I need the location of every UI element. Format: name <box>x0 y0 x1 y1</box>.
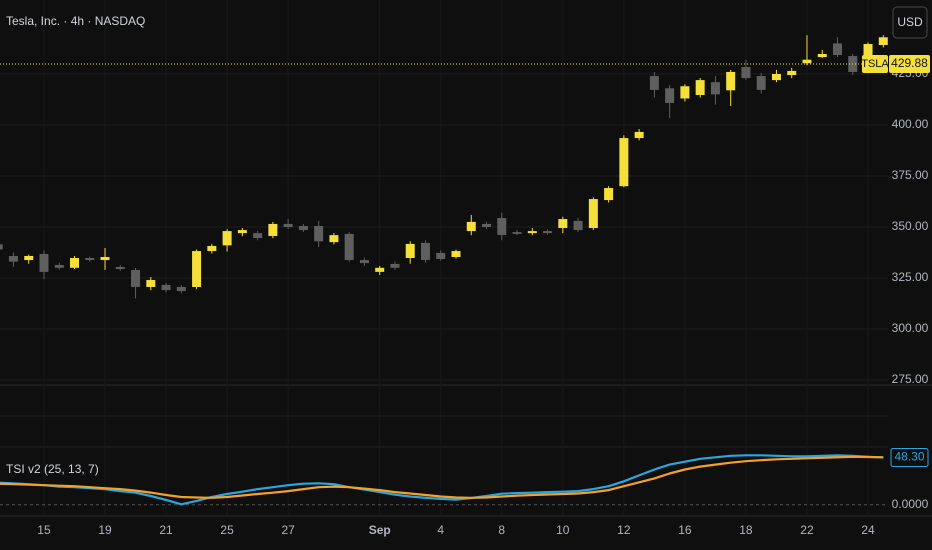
x-tick-label: 16 <box>678 523 692 537</box>
x-tick-label: Sep <box>369 523 391 537</box>
y-tick-label: 300.00 <box>892 321 929 335</box>
candle-body <box>604 188 614 201</box>
candle-body <box>451 251 461 257</box>
candle-body <box>131 270 141 287</box>
candle-body <box>115 266 125 270</box>
ticker-box <box>862 55 888 74</box>
x-tick-label: 27 <box>281 523 295 537</box>
candle-body <box>695 80 705 96</box>
candle-body <box>573 220 583 231</box>
candle-body <box>390 263 400 268</box>
x-tick-label: 22 <box>800 523 814 537</box>
ticker-label: TSLA <box>861 58 889 70</box>
candle-body <box>878 37 888 46</box>
candle-body <box>253 233 263 239</box>
x-tick-label: 19 <box>98 523 112 537</box>
x-tick-label: 25 <box>220 523 234 537</box>
candle-body <box>649 76 659 90</box>
y-tick-label: 375.00 <box>892 168 929 182</box>
candle-body <box>39 253 49 272</box>
candle-body <box>70 258 79 268</box>
x-tick-label: 15 <box>37 523 51 537</box>
candle-body <box>375 267 385 272</box>
candle-body <box>756 76 766 90</box>
candle-body <box>176 286 186 292</box>
candle-body <box>665 88 675 103</box>
candle-body <box>833 43 842 56</box>
candle-body <box>268 223 278 236</box>
candle-body <box>802 59 812 64</box>
x-tick-label: 4 <box>437 523 444 537</box>
candle-body <box>543 231 553 234</box>
candle-body <box>726 71 736 91</box>
currency-label: USD <box>897 15 923 29</box>
candle-body <box>222 231 232 246</box>
candle-body <box>344 233 354 261</box>
candle-body <box>100 256 110 261</box>
last-price-box <box>889 55 930 74</box>
candle-body <box>482 223 492 227</box>
x-tick-label: 8 <box>498 523 505 537</box>
y-tick-label: 0.0000 <box>892 497 929 511</box>
candle-body <box>817 54 827 58</box>
candle-body <box>359 260 369 264</box>
candle-body <box>588 199 598 229</box>
candle-body <box>741 67 751 79</box>
x-tick-label: 18 <box>739 523 753 537</box>
y-tick-label: 350.00 <box>892 219 929 233</box>
candle-body <box>680 86 690 99</box>
last-value-box <box>890 448 929 468</box>
candle-body <box>527 231 537 234</box>
x-tick-label: 10 <box>556 523 570 537</box>
y-tick-label: 325.00 <box>892 270 929 284</box>
candle-body <box>634 131 644 139</box>
candle-body <box>207 245 217 252</box>
candle-body <box>8 255 18 262</box>
candle-body <box>192 251 202 287</box>
candle-body <box>54 264 64 268</box>
y-tick-label: 400.00 <box>892 117 929 131</box>
candle-body <box>512 232 522 234</box>
candle-body <box>237 230 247 234</box>
indicator-title: TSI v2 (25, 13, 7) <box>6 462 99 476</box>
candle-body <box>146 280 156 287</box>
candle-body <box>85 258 95 261</box>
candle-body <box>405 243 415 259</box>
overlay: 275.00300.00325.00350.00375.00400.00425.… <box>37 55 930 537</box>
indicator-line <box>0 455 884 499</box>
candle-body <box>0 244 3 250</box>
x-tick-label: 24 <box>861 523 875 537</box>
chart-title: Tesla, Inc. · 4h · NASDAQ <box>6 14 145 28</box>
candle-body <box>466 221 476 232</box>
indicator-line <box>0 454 884 506</box>
candle-body <box>558 219 568 229</box>
candle-body <box>787 70 797 76</box>
candle-body <box>771 73 781 81</box>
candle-body <box>436 252 446 260</box>
candle-body <box>329 235 339 243</box>
candle-body <box>314 225 324 242</box>
last-value-label: 48.30 <box>894 450 924 464</box>
candle-body <box>619 138 629 187</box>
candle-body <box>710 82 720 95</box>
candle-body <box>283 223 293 227</box>
candle-body <box>497 218 507 235</box>
last-price-label: 429.88 <box>891 56 928 70</box>
y-tick-label: 275.00 <box>892 372 929 386</box>
candle-body <box>298 225 308 231</box>
x-tick-label: 21 <box>159 523 173 537</box>
currency-button[interactable] <box>892 6 928 39</box>
candle-body <box>161 284 171 291</box>
candle-body <box>24 255 34 261</box>
candle-body <box>420 242 430 261</box>
plot <box>0 35 888 506</box>
grid <box>0 73 888 506</box>
x-tick-label: 12 <box>617 523 631 537</box>
